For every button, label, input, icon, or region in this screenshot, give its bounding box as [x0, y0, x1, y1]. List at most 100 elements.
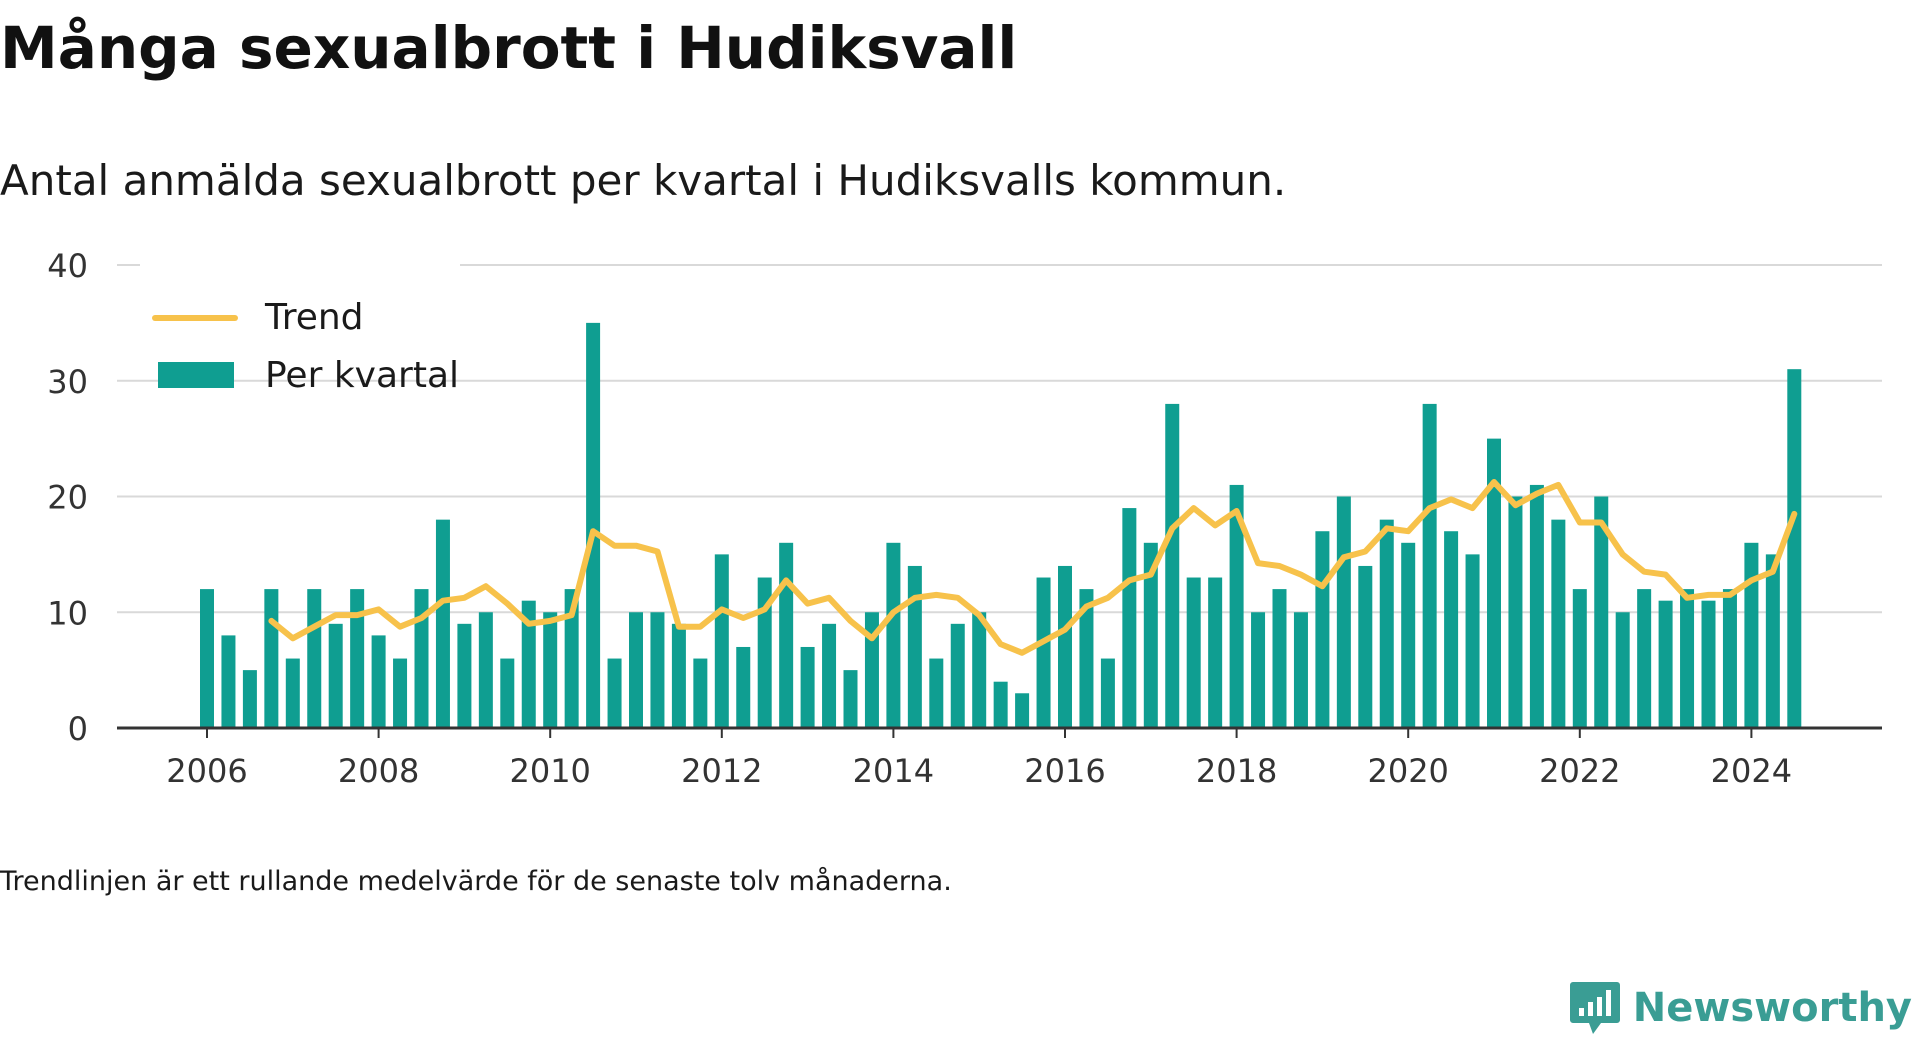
- bar: [1508, 496, 1523, 728]
- bar: [1358, 565, 1373, 728]
- bar: [1529, 484, 1544, 728]
- bar: [393, 658, 408, 728]
- x-tick-label: 2016: [1024, 752, 1105, 790]
- bar: [779, 542, 794, 728]
- bar: [864, 612, 879, 728]
- x-tick-label: 2024: [1711, 752, 1792, 790]
- bar: [1401, 542, 1416, 728]
- y-tick-label: 20: [47, 479, 88, 517]
- bar: [650, 612, 665, 728]
- bar: [500, 658, 515, 728]
- bar: [457, 623, 472, 728]
- bar: [1058, 565, 1072, 728]
- chart-title: Många sexualbrott i Hudiksvall: [0, 14, 1018, 82]
- bar: [822, 623, 837, 728]
- bar: [1079, 589, 1094, 728]
- bar: [1186, 577, 1201, 728]
- brand-name: Newsworthy: [1632, 985, 1912, 1031]
- bar: [1444, 531, 1459, 728]
- bar: [1100, 658, 1115, 728]
- y-tick-label: 40: [47, 247, 88, 285]
- x-tick-label: 2014: [853, 752, 934, 790]
- chart-subtitle: Antal anmälda sexualbrott per kvartal i …: [0, 156, 1287, 205]
- bar: [714, 554, 729, 728]
- legend: Trend Per kvartal: [140, 246, 460, 396]
- bar: [1744, 542, 1759, 728]
- bar: [221, 635, 236, 728]
- bar: [1465, 554, 1480, 728]
- bar-line-chart: 0 10 20 30 40 2006 2008 2010 2012 2014 2016 2018 202…: [47, 246, 1882, 790]
- trend-line: [268, 479, 1798, 656]
- bar: [629, 612, 643, 728]
- bar: [1765, 554, 1780, 728]
- brand: Newsworthy: [1569, 980, 1912, 1036]
- bar: [993, 681, 1008, 728]
- legend-bar-swatch: [158, 362, 234, 388]
- bar: [242, 670, 257, 728]
- bar: [843, 670, 858, 728]
- x-tick-label: 2022: [1539, 752, 1620, 790]
- bar: [1722, 589, 1737, 728]
- legend-trend-label: Trend: [264, 297, 364, 338]
- bar: [1143, 542, 1158, 728]
- legend-background: [140, 246, 460, 364]
- x-tick-label: 2018: [1196, 752, 1277, 790]
- bar: [757, 577, 772, 728]
- bar: [1572, 589, 1587, 728]
- newsworthy-logo-icon: [1569, 982, 1620, 1034]
- bar: [1336, 496, 1351, 728]
- bar: [521, 600, 536, 728]
- bar: [1036, 577, 1051, 728]
- bar: [435, 519, 450, 728]
- chart-footnote: Trendlinjen är ett rullande medelvärde f…: [0, 866, 952, 897]
- bar: [586, 322, 601, 728]
- chart-area: 0 10 20 30 40 2006 2008 2010 2012 2014 2016 2018 202…: [0, 230, 1920, 810]
- bar: [1315, 531, 1330, 728]
- y-tick-label: 30: [47, 363, 88, 401]
- bar: [1615, 612, 1630, 728]
- bar: [1208, 577, 1223, 728]
- bar: [328, 623, 343, 728]
- bar: [414, 589, 429, 728]
- bar: [800, 646, 815, 728]
- bar: [1122, 508, 1137, 728]
- bar: [1658, 600, 1673, 728]
- bar: [307, 589, 322, 728]
- bar: [907, 565, 922, 728]
- bar: [671, 623, 686, 728]
- bar: [1251, 612, 1266, 728]
- bar: [1594, 496, 1609, 728]
- y-tick-label: 10: [47, 594, 88, 632]
- bar: [371, 635, 386, 728]
- bar: [543, 612, 558, 728]
- bar: [200, 589, 214, 728]
- bar: [1272, 589, 1287, 728]
- legend-bar-label: Per kvartal: [265, 355, 459, 396]
- bar: [972, 612, 987, 728]
- bar: [1701, 600, 1716, 728]
- bar: [1680, 589, 1695, 728]
- bar: [886, 542, 901, 728]
- bar: [478, 612, 493, 728]
- x-tick-label: 2012: [681, 752, 762, 790]
- x-tick-label: 2006: [166, 752, 247, 790]
- bar: [1015, 693, 1030, 728]
- bar: [1422, 403, 1437, 728]
- bar: [1637, 589, 1652, 728]
- x-tick-label: 2008: [338, 752, 419, 790]
- x-tick-label: 2010: [509, 752, 590, 790]
- bar: [1787, 369, 1802, 728]
- bar: [1551, 519, 1566, 728]
- bar: [950, 623, 965, 728]
- bar: [1293, 612, 1308, 728]
- bar: [350, 589, 365, 728]
- x-tick-label: 2020: [1367, 752, 1448, 790]
- bar: [264, 589, 279, 728]
- bar: [285, 658, 300, 728]
- trend-series: [268, 479, 1798, 656]
- bar: [1487, 438, 1501, 728]
- bar: [607, 658, 622, 728]
- bar: [1379, 519, 1394, 728]
- bar: [1229, 484, 1244, 728]
- bar: [1165, 403, 1180, 728]
